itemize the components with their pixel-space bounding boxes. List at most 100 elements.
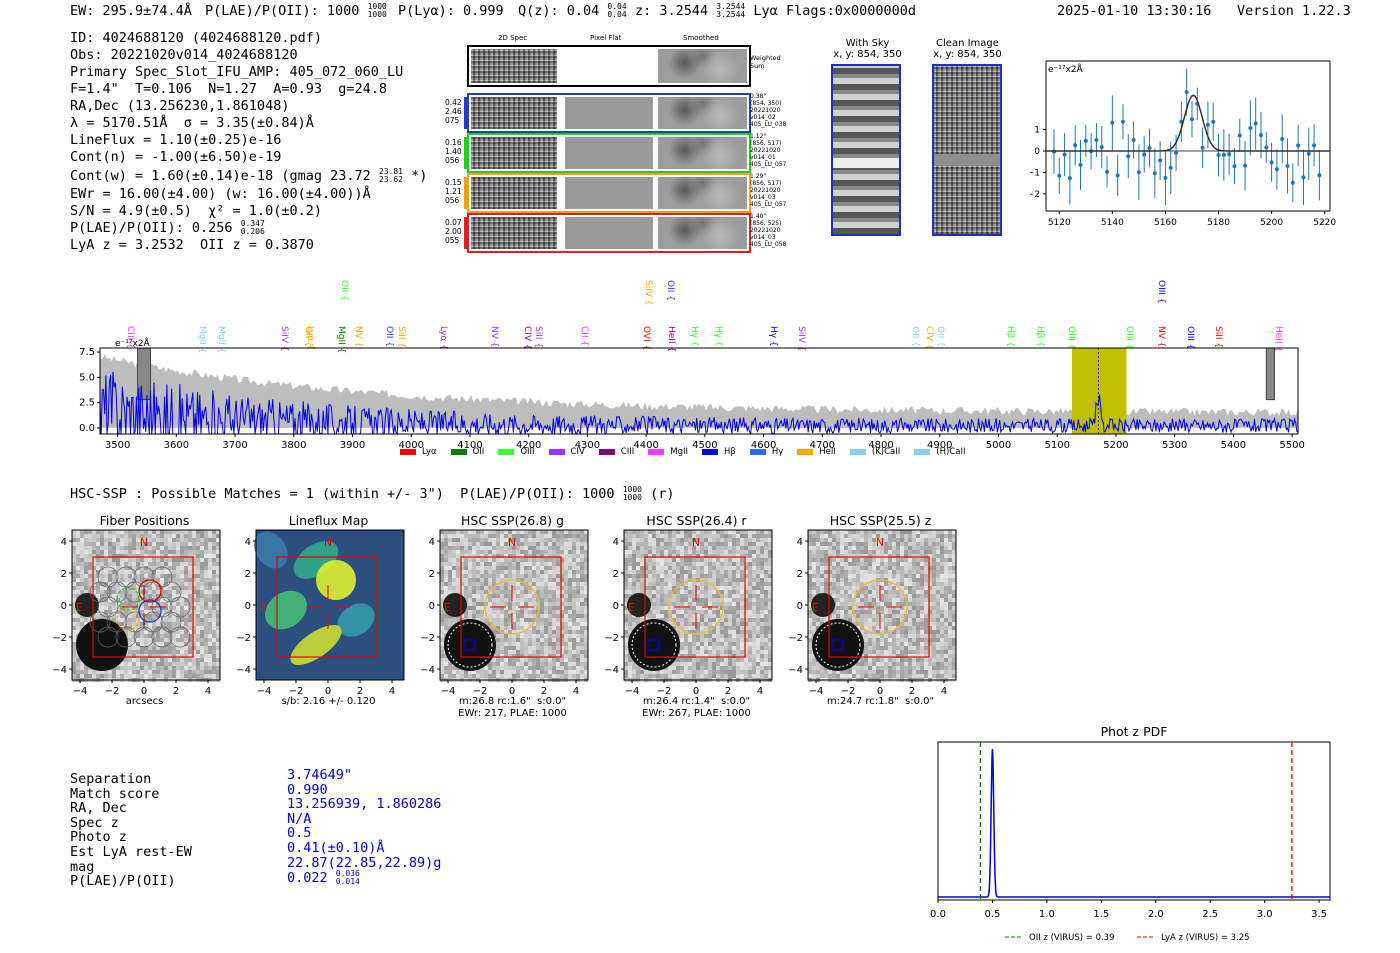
pixel xyxy=(116,538,120,542)
pixel xyxy=(768,622,772,626)
pixel xyxy=(732,542,736,546)
pixel xyxy=(124,662,128,666)
pixel xyxy=(720,622,724,626)
pixel xyxy=(188,618,192,622)
pixel xyxy=(176,574,180,578)
pixel xyxy=(548,538,552,542)
pixel xyxy=(748,618,752,622)
pixel xyxy=(760,634,764,638)
pixel xyxy=(644,562,648,566)
pixel xyxy=(576,550,580,554)
pixel xyxy=(732,646,736,650)
pixel xyxy=(464,534,468,538)
pixel xyxy=(472,546,476,550)
pixel xyxy=(896,546,900,550)
pixel xyxy=(912,558,916,562)
pixel xyxy=(572,670,576,674)
pixel xyxy=(464,586,468,590)
pixel xyxy=(640,578,644,582)
pixel xyxy=(484,618,488,622)
pixel xyxy=(148,646,152,650)
pixel xyxy=(76,534,80,538)
pixel xyxy=(556,562,560,566)
spectrum-ytick-label: 5.0 xyxy=(79,372,95,383)
pixel xyxy=(204,542,208,546)
pixel xyxy=(160,622,164,626)
pixel xyxy=(704,562,708,566)
pixel xyxy=(732,630,736,634)
pixel xyxy=(116,566,120,570)
pixel xyxy=(192,550,196,554)
pixel xyxy=(676,586,680,590)
pixel xyxy=(680,670,684,674)
pixel xyxy=(468,594,472,598)
pixel xyxy=(96,586,100,590)
info-radec: RA,Dec (13.256230,1.861048) xyxy=(70,98,290,114)
pixel xyxy=(180,534,184,538)
pixel xyxy=(632,566,636,570)
pixel xyxy=(580,558,584,562)
pixel xyxy=(152,626,156,630)
pixel xyxy=(720,662,724,666)
pixel xyxy=(808,550,812,554)
pixel xyxy=(88,558,92,562)
pixel xyxy=(448,542,452,546)
pixel xyxy=(764,590,768,594)
pixel xyxy=(540,674,544,678)
pixel xyxy=(700,550,704,554)
pixel xyxy=(472,558,476,562)
pixel xyxy=(112,542,116,546)
pixel xyxy=(540,650,544,654)
pixel xyxy=(208,674,212,678)
pixel xyxy=(760,630,764,634)
pixel xyxy=(908,530,912,534)
pixel xyxy=(568,586,572,590)
pixel xyxy=(740,578,744,582)
pixel xyxy=(168,562,172,566)
pixel xyxy=(712,646,716,650)
pixel xyxy=(140,610,144,614)
pixel xyxy=(176,530,180,534)
pixel xyxy=(536,606,540,610)
pixel xyxy=(172,570,176,574)
pixel xyxy=(508,610,512,614)
pixel xyxy=(856,550,860,554)
pixel xyxy=(764,662,768,666)
pixel xyxy=(512,570,516,574)
pixel xyxy=(688,582,692,586)
pixel xyxy=(716,586,720,590)
pixel xyxy=(816,558,820,562)
pixel xyxy=(144,622,148,626)
pixel xyxy=(644,618,648,622)
pixel xyxy=(184,550,188,554)
pixel xyxy=(468,602,472,606)
pixel xyxy=(132,622,136,626)
pixel xyxy=(184,626,188,630)
pixel xyxy=(492,538,496,542)
pixel xyxy=(84,578,88,582)
pixel xyxy=(108,534,112,538)
pixel xyxy=(728,598,732,602)
pixel xyxy=(756,662,760,666)
pixel xyxy=(720,630,724,634)
pixel xyxy=(580,594,584,598)
pixel xyxy=(188,642,192,646)
pixel xyxy=(76,670,80,674)
pixel xyxy=(504,594,508,598)
legend-label: CIII xyxy=(620,447,635,457)
pixel xyxy=(552,598,556,602)
pixel xyxy=(532,614,536,618)
pixel xyxy=(452,670,456,674)
pixel xyxy=(552,566,556,570)
pixel xyxy=(636,550,640,554)
pixel xyxy=(484,590,488,594)
pixel xyxy=(648,542,652,546)
pixel xyxy=(72,622,76,626)
pixel xyxy=(748,614,752,618)
pixel xyxy=(484,546,488,550)
pixel xyxy=(640,586,644,590)
pixel xyxy=(748,642,752,646)
pixel xyxy=(748,650,752,654)
pixel xyxy=(88,586,92,590)
